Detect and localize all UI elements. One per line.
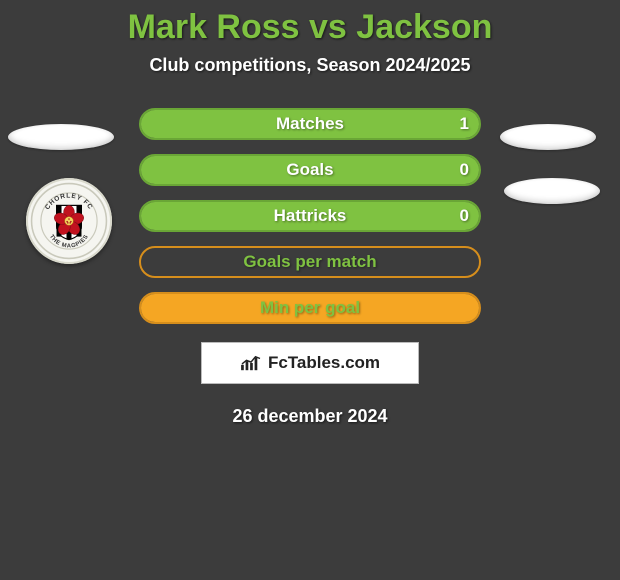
- stat-row: Goals per match: [139, 246, 481, 278]
- stat-row: Goals 0: [139, 154, 481, 186]
- stat-label: Min per goal: [260, 298, 360, 318]
- brand-label: FcTables.com: [268, 353, 380, 373]
- stat-row: Min per goal: [139, 292, 481, 324]
- subtitle: Club competitions, Season 2024/2025: [0, 55, 620, 76]
- stat-label: Goals: [286, 160, 333, 180]
- stat-value-right: 0: [460, 206, 469, 226]
- player-right-placeholder-2-icon: [504, 178, 600, 204]
- stat-label: Goals per match: [243, 252, 376, 272]
- stat-value-right: 1: [460, 114, 469, 134]
- club-badge-left: CHORLEY FC THE MAGPIES: [26, 178, 112, 264]
- player-left-placeholder-icon: [8, 124, 114, 150]
- stat-row: Matches 1: [139, 108, 481, 140]
- date-label: 26 december 2024: [0, 406, 620, 427]
- bar-chart-icon: [240, 354, 262, 372]
- stat-label: Hattricks: [274, 206, 347, 226]
- club-crest-icon: CHORLEY FC THE MAGPIES: [30, 182, 108, 260]
- page-title: Mark Ross vs Jackson: [0, 0, 620, 47]
- stat-value-right: 0: [460, 160, 469, 180]
- stat-row: Hattricks 0: [139, 200, 481, 232]
- stat-label: Matches: [276, 114, 344, 134]
- player-right-placeholder-icon: [500, 124, 596, 150]
- comparison-card: Mark Ross vs Jackson Club competitions, …: [0, 0, 620, 580]
- brand-box[interactable]: FcTables.com: [201, 342, 419, 384]
